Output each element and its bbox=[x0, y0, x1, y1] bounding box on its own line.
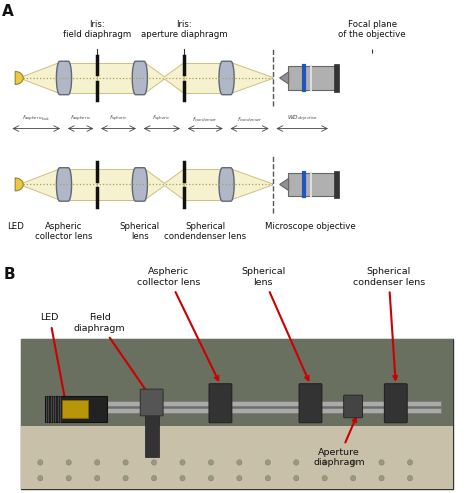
Circle shape bbox=[265, 459, 271, 465]
Text: Aspheric
collector lens: Aspheric collector lens bbox=[35, 222, 93, 241]
Polygon shape bbox=[145, 169, 184, 200]
Text: Spherical
condendenser lens: Spherical condendenser lens bbox=[164, 222, 246, 241]
FancyBboxPatch shape bbox=[45, 396, 107, 422]
Circle shape bbox=[237, 475, 242, 481]
Circle shape bbox=[123, 459, 128, 465]
FancyBboxPatch shape bbox=[21, 339, 453, 426]
Circle shape bbox=[379, 459, 384, 465]
Circle shape bbox=[294, 459, 299, 465]
Text: $f_{spheric}$: $f_{spheric}$ bbox=[109, 114, 128, 124]
Polygon shape bbox=[219, 168, 234, 201]
Polygon shape bbox=[132, 168, 147, 201]
FancyBboxPatch shape bbox=[288, 66, 337, 90]
FancyBboxPatch shape bbox=[209, 384, 232, 423]
Polygon shape bbox=[69, 169, 97, 200]
Text: $WD_{objective}$: $WD_{objective}$ bbox=[287, 114, 318, 124]
Text: B: B bbox=[4, 267, 16, 282]
Circle shape bbox=[123, 475, 128, 481]
Polygon shape bbox=[15, 178, 23, 191]
Polygon shape bbox=[56, 168, 72, 201]
Circle shape bbox=[237, 459, 242, 465]
Text: Aspheric
collector lens: Aspheric collector lens bbox=[137, 267, 218, 380]
Circle shape bbox=[322, 475, 327, 481]
Circle shape bbox=[180, 459, 185, 465]
Polygon shape bbox=[184, 63, 221, 93]
Text: $f_{condenser}$: $f_{condenser}$ bbox=[192, 115, 218, 124]
Text: LED: LED bbox=[7, 222, 24, 231]
Text: $f_{spheric}$: $f_{spheric}$ bbox=[152, 114, 172, 124]
Text: LED: LED bbox=[41, 314, 69, 414]
FancyBboxPatch shape bbox=[344, 395, 363, 418]
Polygon shape bbox=[232, 63, 273, 93]
Circle shape bbox=[322, 459, 327, 465]
FancyBboxPatch shape bbox=[92, 401, 441, 406]
Polygon shape bbox=[280, 178, 289, 190]
Text: Spherical
condenser lens: Spherical condenser lens bbox=[353, 267, 425, 380]
Text: $f_{aspheric}$: $f_{aspheric}$ bbox=[70, 114, 91, 124]
Circle shape bbox=[152, 475, 156, 481]
FancyBboxPatch shape bbox=[384, 384, 407, 423]
Circle shape bbox=[94, 475, 100, 481]
Circle shape bbox=[407, 459, 413, 465]
Circle shape bbox=[180, 475, 185, 481]
FancyBboxPatch shape bbox=[62, 400, 88, 418]
FancyBboxPatch shape bbox=[21, 426, 453, 489]
Text: Spherical
lens: Spherical lens bbox=[241, 267, 309, 380]
Circle shape bbox=[350, 459, 356, 465]
Text: Aperture
diaphragm: Aperture diaphragm bbox=[313, 418, 365, 467]
Circle shape bbox=[407, 475, 413, 481]
FancyBboxPatch shape bbox=[299, 384, 322, 423]
Polygon shape bbox=[23, 63, 59, 93]
Polygon shape bbox=[15, 71, 23, 84]
Polygon shape bbox=[56, 61, 72, 95]
Text: Focal plane
of the objective: Focal plane of the objective bbox=[338, 20, 406, 39]
Polygon shape bbox=[69, 63, 97, 93]
Text: A: A bbox=[2, 4, 14, 19]
Text: Iris:
field diaphragm: Iris: field diaphragm bbox=[63, 20, 131, 39]
Polygon shape bbox=[145, 63, 184, 93]
FancyBboxPatch shape bbox=[334, 171, 339, 198]
FancyBboxPatch shape bbox=[334, 64, 339, 92]
Circle shape bbox=[294, 475, 299, 481]
Text: $f_{aspheric_{back}}$: $f_{aspheric_{back}}$ bbox=[22, 114, 51, 124]
Circle shape bbox=[208, 475, 213, 481]
Polygon shape bbox=[23, 169, 59, 200]
Circle shape bbox=[208, 459, 213, 465]
Polygon shape bbox=[184, 169, 221, 200]
Circle shape bbox=[94, 459, 100, 465]
Circle shape bbox=[38, 475, 43, 481]
FancyBboxPatch shape bbox=[145, 403, 159, 458]
FancyBboxPatch shape bbox=[288, 173, 337, 196]
Text: Microscope objective: Microscope objective bbox=[265, 222, 356, 231]
Polygon shape bbox=[219, 61, 234, 95]
Polygon shape bbox=[97, 63, 135, 93]
Text: Spherical
lens: Spherical lens bbox=[120, 222, 160, 241]
FancyBboxPatch shape bbox=[21, 339, 453, 489]
Text: Field
diaphragm: Field diaphragm bbox=[74, 313, 151, 398]
Circle shape bbox=[152, 459, 156, 465]
Circle shape bbox=[265, 475, 271, 481]
Circle shape bbox=[379, 475, 384, 481]
FancyBboxPatch shape bbox=[140, 389, 163, 416]
Text: Iris:
aperture diaphragm: Iris: aperture diaphragm bbox=[141, 20, 227, 39]
Circle shape bbox=[38, 459, 43, 465]
Polygon shape bbox=[97, 169, 135, 200]
Polygon shape bbox=[132, 61, 147, 95]
Circle shape bbox=[350, 475, 356, 481]
FancyBboxPatch shape bbox=[92, 408, 441, 413]
Circle shape bbox=[66, 459, 72, 465]
Polygon shape bbox=[280, 72, 289, 84]
Circle shape bbox=[66, 475, 72, 481]
Text: $f_{condenser}$: $f_{condenser}$ bbox=[237, 115, 263, 124]
Polygon shape bbox=[232, 169, 273, 200]
